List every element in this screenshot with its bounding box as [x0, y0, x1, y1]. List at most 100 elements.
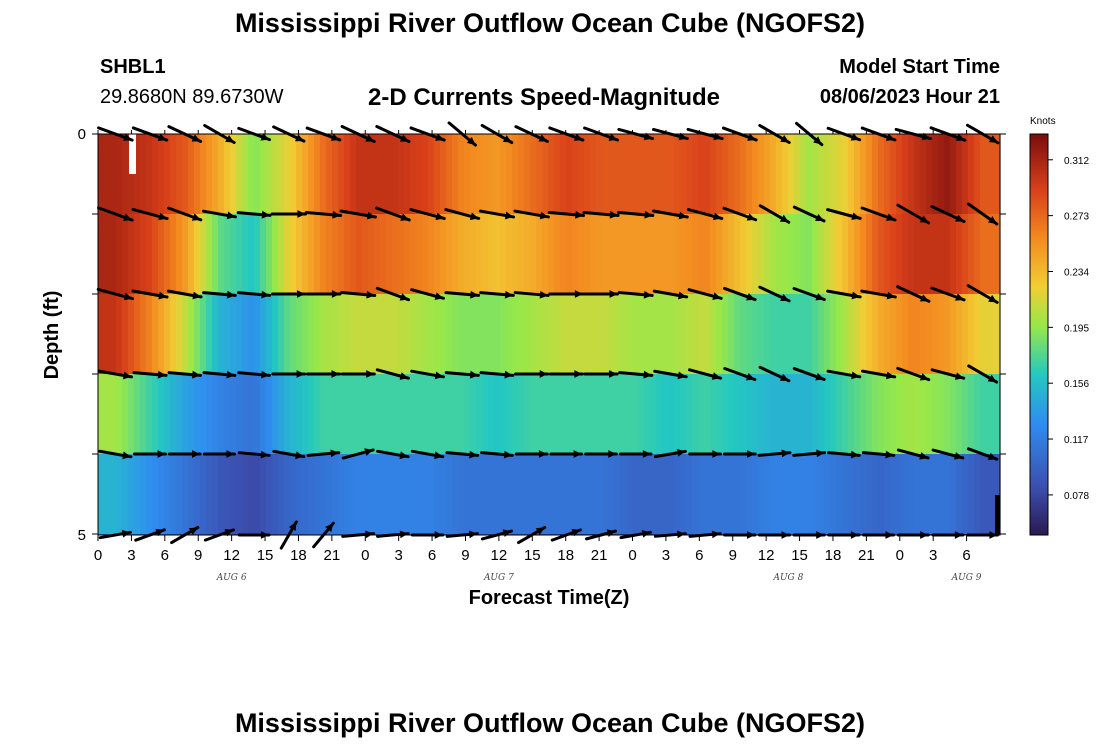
heatmap-cell — [926, 454, 933, 534]
heatmap-cell — [248, 454, 255, 534]
heatmap-cell — [638, 134, 645, 214]
heatmap-cell — [974, 294, 981, 374]
heatmap-cell — [920, 294, 927, 374]
heatmap-cell — [254, 134, 261, 214]
heatmap-cell — [764, 134, 771, 214]
heatmap-cell — [860, 134, 867, 214]
heatmap-cell — [638, 214, 645, 294]
heatmap-cell — [836, 454, 843, 534]
heatmap-cell — [98, 214, 105, 294]
heatmap-cell — [608, 134, 615, 214]
heatmap-cell — [242, 214, 249, 294]
heatmap-cell — [680, 374, 687, 454]
current-vector-arrow — [131, 289, 169, 300]
heatmap-cell — [434, 294, 441, 374]
heatmap-cell — [878, 134, 885, 214]
heatmap-cell — [266, 214, 273, 294]
heatmap-cell — [122, 454, 129, 534]
heatmap-cell — [452, 454, 459, 534]
heatmap-cell — [488, 214, 495, 294]
heatmap-cell — [464, 454, 471, 534]
heatmap-cell — [716, 294, 723, 374]
heatmap-cell — [314, 454, 321, 534]
heatmap-cell — [758, 214, 765, 294]
heatmap-cell — [752, 454, 759, 534]
heatmap-cell — [560, 294, 567, 374]
heatmap-cell — [590, 214, 597, 294]
heatmap-cell — [584, 134, 591, 214]
heatmap-cell — [494, 134, 501, 214]
current-vector-arrow — [688, 368, 723, 380]
heatmap-cell — [392, 374, 399, 454]
heatmap-cell — [968, 214, 975, 294]
heatmap-cell — [344, 134, 351, 214]
heatmap-cell — [860, 214, 867, 294]
heatmap-cell — [656, 374, 663, 454]
heatmap-cell — [788, 134, 795, 214]
heatmap-cell — [260, 294, 267, 374]
heatmap-cell — [566, 294, 573, 374]
heatmap-cell — [272, 134, 279, 214]
heatmap-cell — [284, 134, 291, 214]
heatmap-cell — [188, 294, 195, 374]
heatmap-cell — [956, 454, 963, 534]
date-label: AUG 6 — [216, 573, 247, 583]
heatmap-cell — [122, 374, 129, 454]
heatmap-cell — [482, 214, 489, 294]
heatmap-cell — [980, 374, 987, 454]
heatmap-cell — [728, 134, 735, 214]
current-vector-arrow — [757, 449, 792, 458]
heatmap-cell — [518, 134, 525, 214]
heatmap-cell — [362, 454, 369, 534]
heatmap-cell — [182, 134, 189, 214]
heatmap-cell — [602, 374, 609, 454]
heatmap-cell — [902, 454, 909, 534]
heatmap-cell — [248, 134, 255, 214]
heatmap-cell — [506, 214, 513, 294]
heatmap-cell — [656, 214, 663, 294]
heatmap-cell — [896, 374, 903, 454]
heatmap-cell — [944, 134, 951, 214]
current-vector-arrow — [653, 448, 687, 459]
heatmap-cell — [116, 374, 123, 454]
heatmap-cell — [734, 374, 741, 454]
heatmap-cell — [134, 454, 141, 534]
current-vector-arrow — [896, 285, 931, 303]
heatmap-cell — [308, 374, 315, 454]
heatmap-cell — [758, 294, 765, 374]
heatmap-cell — [158, 214, 165, 294]
heatmap-cell — [278, 454, 285, 534]
heatmap-cell — [374, 374, 381, 454]
heatmap-cell — [644, 294, 651, 374]
heatmap-cell — [860, 454, 867, 534]
heatmap-cell — [236, 374, 243, 454]
heatmap-cell — [230, 294, 237, 374]
current-vector-arrow — [341, 448, 375, 460]
heatmap-cell — [596, 134, 603, 214]
heatmap-cell — [800, 374, 807, 454]
heatmap-cell — [914, 134, 921, 214]
heatmap-cell — [332, 134, 339, 214]
heatmap-cell — [920, 374, 927, 454]
heatmap-cell — [680, 214, 687, 294]
heatmap-cell — [248, 374, 255, 454]
heatmap-cell — [704, 134, 711, 214]
heatmap-cell — [626, 134, 633, 214]
current-vector-arrow — [687, 288, 723, 300]
heatmap-cell — [656, 294, 663, 374]
heatmap-cell — [950, 454, 957, 534]
heatmap-cell — [704, 374, 711, 454]
current-vector-arrow — [270, 210, 308, 218]
heatmap-cell — [500, 294, 507, 374]
current-vector-arrow — [617, 210, 655, 219]
current-vector-arrow — [167, 370, 202, 379]
heatmap-cell — [134, 214, 141, 294]
heatmap-cell — [578, 294, 585, 374]
heatmap-cell — [110, 134, 117, 214]
current-vector-arrow — [826, 369, 862, 380]
heatmap-cell — [98, 374, 105, 454]
heatmap-cell — [992, 454, 999, 534]
heatmap-cell — [110, 214, 117, 294]
heatmap-cell — [428, 454, 435, 534]
heatmap-cell — [698, 294, 705, 374]
